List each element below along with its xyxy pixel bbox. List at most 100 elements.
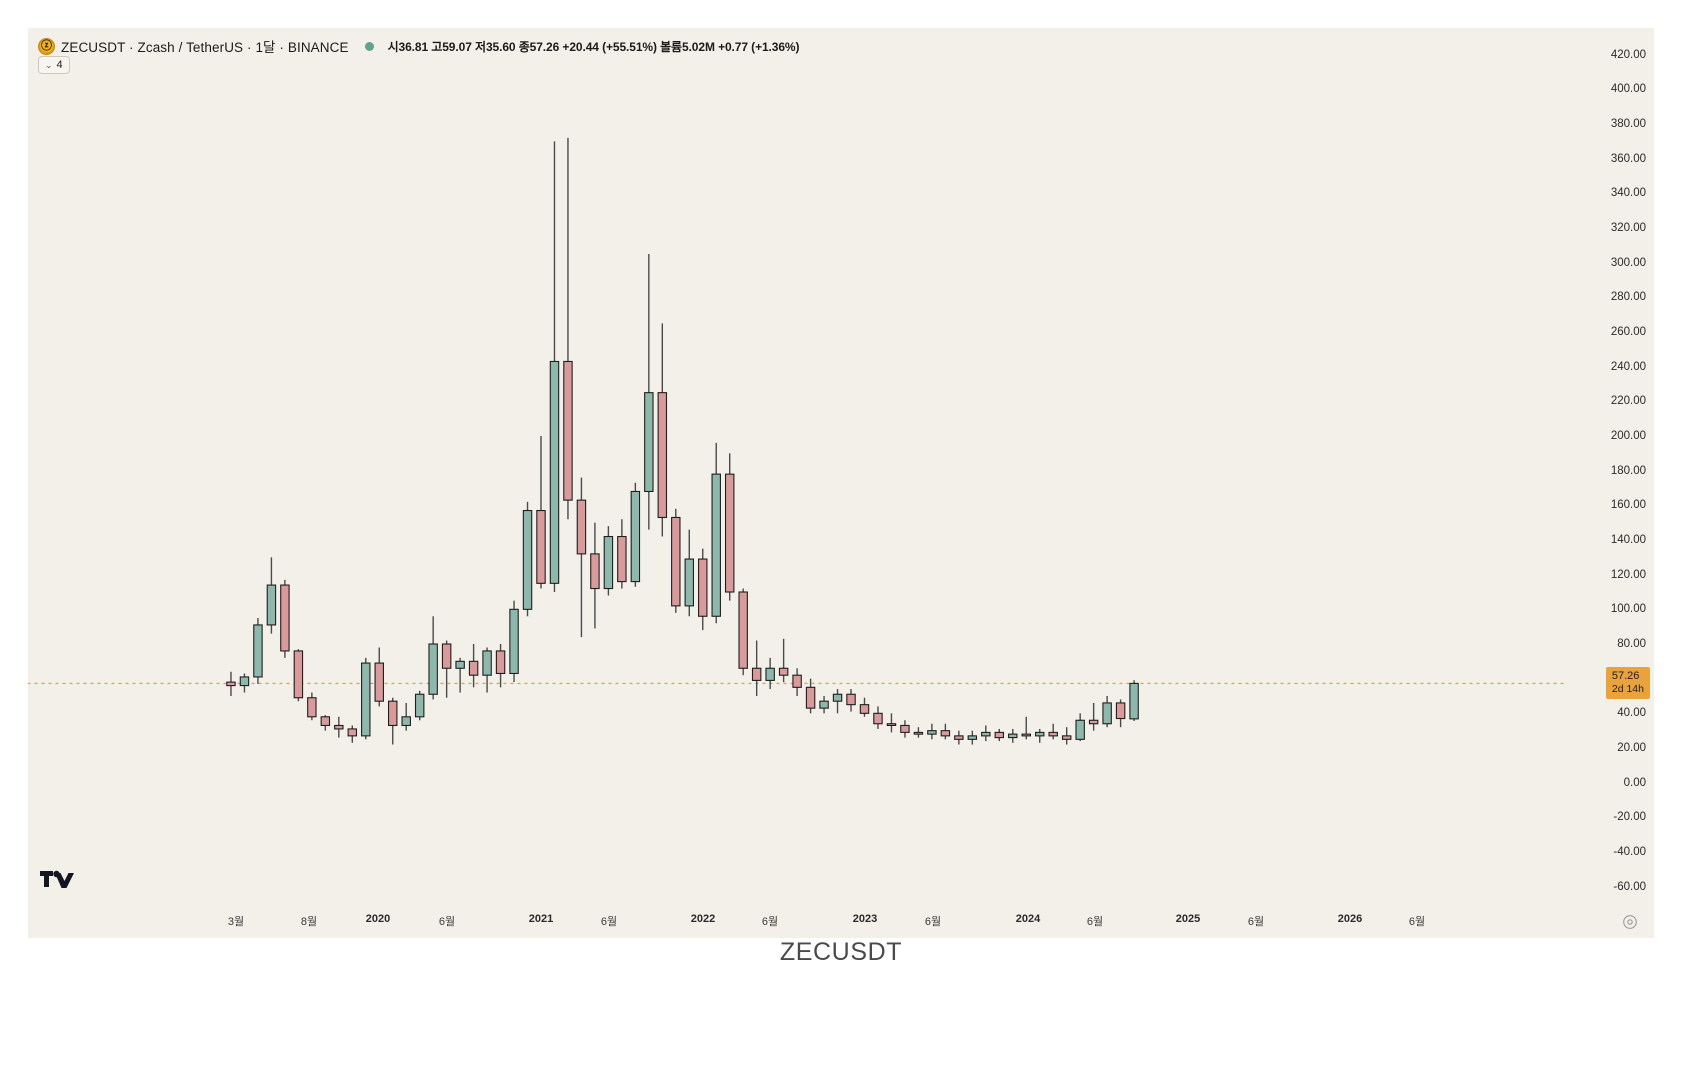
candle xyxy=(1115,699,1126,728)
price-tick: 380.00 xyxy=(1610,118,1646,130)
candle xyxy=(900,720,910,738)
candle xyxy=(778,638,789,683)
candle xyxy=(590,522,600,629)
time-tick-month: 6월 xyxy=(1086,916,1104,928)
price-tick: 320.00 xyxy=(1610,222,1646,234)
candle xyxy=(253,618,263,684)
candle xyxy=(846,689,856,712)
time-tick-month: 6월 xyxy=(924,916,942,928)
time-tick-month: 3월 xyxy=(227,916,245,928)
gear-icon[interactable] xyxy=(1622,914,1638,930)
candle xyxy=(967,730,978,745)
candle xyxy=(455,657,465,693)
price-tick: 0.00 xyxy=(1623,776,1646,789)
candle xyxy=(644,254,654,530)
price-tick: -60.00 xyxy=(1613,880,1646,893)
candle xyxy=(495,644,506,688)
candle xyxy=(563,137,573,520)
price-tick: 200.00 xyxy=(1610,430,1646,442)
price-tick: 340.00 xyxy=(1610,187,1646,200)
candle xyxy=(981,725,991,742)
zcash-coin-icon xyxy=(38,37,55,55)
candle xyxy=(1048,723,1058,740)
candlestick-series xyxy=(28,137,1568,745)
bar-countdown: 2d 14h xyxy=(1611,682,1644,695)
candle xyxy=(832,689,843,714)
candle xyxy=(1035,728,1045,743)
candle xyxy=(347,725,358,743)
candle xyxy=(805,678,816,714)
chart-legend[interactable]: ZECUSDT · Zcash / TetherUS · 1달 · BINANC… xyxy=(38,36,800,56)
time-tick-month: 8월 xyxy=(300,916,318,928)
time-tick-year: 2020 xyxy=(365,913,391,925)
plot-area[interactable] xyxy=(28,28,1568,938)
candle xyxy=(671,508,681,613)
candle xyxy=(239,673,250,693)
candle xyxy=(886,713,897,733)
candle xyxy=(994,728,1005,742)
candle xyxy=(751,640,762,696)
price-tick: 40.00 xyxy=(1617,707,1646,720)
candle xyxy=(1129,680,1139,721)
time-tick-year: 2026 xyxy=(1337,913,1363,925)
candle xyxy=(482,647,492,693)
ohlc-values: 시36.81 고59.07 저35.60 종57.26 +20.44 (+55.… xyxy=(387,39,800,54)
candle xyxy=(859,697,870,717)
candle xyxy=(698,548,708,631)
time-tick-month: 6월 xyxy=(438,916,456,928)
candle xyxy=(765,657,775,690)
candle xyxy=(509,600,519,683)
price-tick: 120.00 xyxy=(1610,568,1646,581)
time-tick-year: 2023 xyxy=(852,913,878,925)
candle xyxy=(603,526,614,596)
candle xyxy=(468,644,479,688)
candle xyxy=(361,657,371,740)
price-tick: 20.00 xyxy=(1617,742,1646,754)
candle xyxy=(1102,696,1112,728)
tradingview-logo[interactable] xyxy=(40,869,76,896)
candle xyxy=(1008,728,1018,743)
candle xyxy=(307,692,317,721)
candle xyxy=(388,697,398,745)
live-status-dot xyxy=(364,41,374,51)
candle xyxy=(873,706,883,729)
price-tick: 100.00 xyxy=(1610,603,1646,616)
candle xyxy=(320,715,331,731)
price-tick: 400.00 xyxy=(1610,83,1646,96)
chevron-down-icon: ⌄ xyxy=(45,59,53,70)
interval-dropdown[interactable]: ⌄ 4 xyxy=(38,56,70,74)
price-tick: 260.00 xyxy=(1610,326,1646,338)
candle xyxy=(401,702,411,731)
candle xyxy=(1075,713,1085,742)
price-tick: 300.00 xyxy=(1610,256,1646,269)
price-scale[interactable]: 420.00 400.00 380.00 360.00 340.00 320.00 300.… xyxy=(1568,28,1654,938)
symbol-title[interactable]: ZECUSDT · Zcash / TetherUS · 1달 · BINANC… xyxy=(61,40,349,55)
chart-card: ZECUSDT · Zcash / TetherUS · 1달 · BINANC… xyxy=(28,28,1654,938)
interval-value: 4 xyxy=(56,59,63,71)
time-tick-month: 6월 xyxy=(1247,916,1265,928)
current-price-badge[interactable]: 57.26 2d 14h xyxy=(1605,667,1650,700)
candle xyxy=(428,616,438,700)
candle xyxy=(792,668,802,696)
candle xyxy=(819,696,829,714)
candle xyxy=(374,647,384,707)
price-tick: 420.00 xyxy=(1610,48,1646,61)
time-scale[interactable]: 3월 8월 2020 6월 2021 6월 2022 6월 2023 6월 2024 6월 2025 6월… xyxy=(28,904,1568,938)
page-caption: ZECUSDT xyxy=(779,938,903,966)
candle xyxy=(1061,727,1072,745)
price-tick: 80.00 xyxy=(1617,638,1646,650)
price-tick: 180.00 xyxy=(1610,464,1646,477)
time-tick-year: 2024 xyxy=(1015,913,1041,925)
candle xyxy=(441,640,452,698)
time-tick-year: 2022 xyxy=(690,913,716,925)
candle xyxy=(266,557,277,634)
candle xyxy=(549,141,560,592)
candle xyxy=(927,723,937,740)
price-tick: -20.00 xyxy=(1613,811,1646,824)
price-tick: 140.00 xyxy=(1610,534,1646,546)
current-price-value: 57.26 xyxy=(1611,670,1640,683)
candle xyxy=(940,723,951,740)
candle xyxy=(954,730,964,745)
price-tick: -40.00 xyxy=(1613,846,1646,858)
